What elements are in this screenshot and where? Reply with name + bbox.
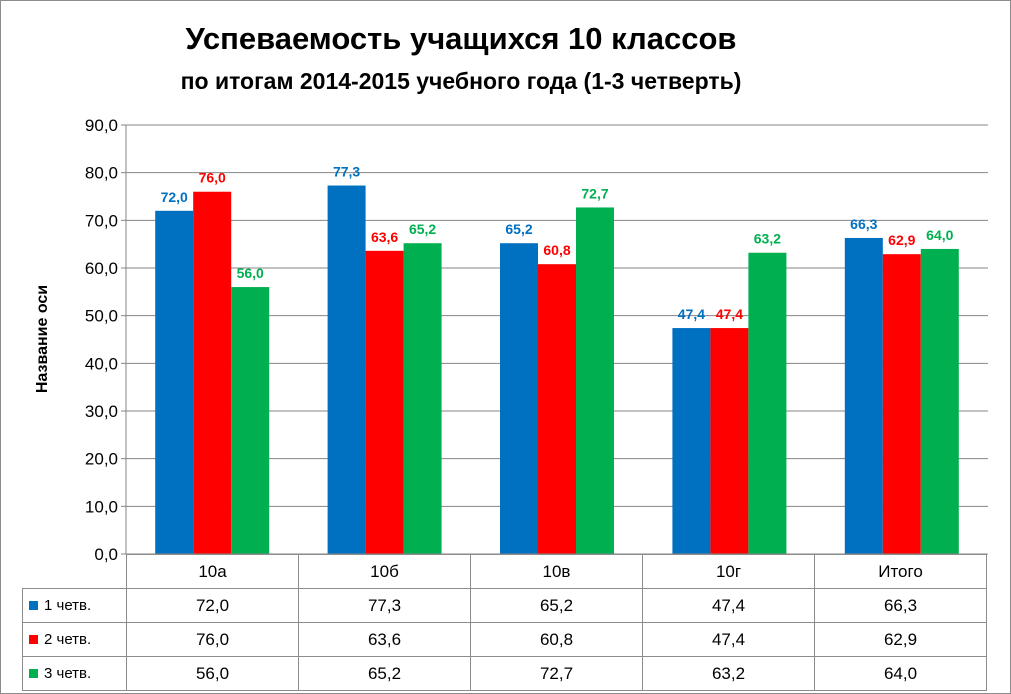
table-value: 65,2 — [298, 656, 471, 691]
table-header-row: 10а 10б 10в 10г Итого — [22, 554, 987, 589]
table-corner — [22, 554, 127, 589]
data-label: 64,0 — [926, 227, 953, 243]
table-row: 1 четв. 72,0 77,3 65,2 47,4 66,3 — [22, 588, 987, 623]
table-value: 65,2 — [470, 588, 643, 623]
bar-2 — [882, 254, 921, 554]
y-tick-label: 30,0 — [85, 402, 118, 421]
bar-2 — [193, 191, 232, 554]
y-tick-label: 90,0 — [85, 116, 118, 135]
table-value: 66,3 — [814, 588, 987, 623]
category-label: 10г — [642, 554, 815, 589]
y-tick-label: 50,0 — [85, 307, 118, 326]
data-label: 47,4 — [716, 306, 743, 322]
bar-3 — [231, 287, 270, 554]
bar-1 — [844, 237, 883, 554]
series-name: 1 четв. — [44, 597, 92, 614]
data-label: 63,6 — [371, 229, 398, 245]
bar-1 — [672, 328, 711, 554]
bar-3 — [920, 248, 959, 554]
legend-swatch — [29, 600, 38, 610]
data-label: 47,4 — [678, 306, 705, 322]
table-value: 77,3 — [298, 588, 471, 623]
data-label: 77,3 — [333, 164, 360, 180]
bar-3 — [403, 243, 442, 555]
category-label: 10б — [298, 554, 471, 589]
legend-key: 3 четв. — [22, 656, 127, 691]
legend-swatch — [29, 634, 38, 644]
table-value: 72,7 — [470, 656, 643, 691]
data-label: 63,2 — [754, 231, 781, 247]
data-table: 10а 10б 10в 10г Итого 1 четв. 72,0 77,3 65,2 47,4… — [22, 554, 987, 691]
bar-2 — [365, 250, 404, 554]
data-label: 72,7 — [581, 185, 608, 201]
table-row: 2 четв. 76,0 63,6 60,8 47,4 62,9 — [22, 622, 987, 657]
chart-title: Успеваемость учащихся 10 классов — [185, 21, 737, 56]
table-value: 76,0 — [126, 622, 299, 657]
table-row: 3 четв. 56,0 65,2 72,7 63,2 64,0 — [22, 656, 987, 691]
bar-1 — [500, 243, 538, 555]
series-name: 2 четв. — [44, 631, 92, 648]
table-value: 47,4 — [642, 622, 815, 657]
legend-key: 1 четв. — [22, 588, 127, 623]
table-value: 63,6 — [298, 622, 471, 657]
bar-1 — [155, 210, 194, 555]
data-label: 72,0 — [161, 189, 188, 205]
table-value: 62,9 — [814, 622, 987, 657]
table-value: 72,0 — [126, 588, 299, 623]
y-tick-label: 80,0 — [85, 164, 118, 183]
data-label: 60,8 — [543, 242, 570, 258]
data-label: 65,2 — [409, 221, 436, 237]
legend-swatch — [29, 668, 38, 678]
data-label: 65,2 — [505, 221, 532, 237]
y-tick-label: 20,0 — [85, 450, 118, 469]
bar-2 — [710, 328, 749, 554]
bar-3 — [576, 207, 614, 555]
y-tick-label: 40,0 — [85, 354, 118, 373]
bar-2 — [538, 264, 576, 554]
category-label: Итого — [814, 554, 987, 589]
bar-1 — [327, 185, 366, 554]
table-value: 47,4 — [642, 588, 815, 623]
data-label: 62,9 — [888, 232, 915, 248]
category-label: 10а — [126, 554, 299, 589]
table-value: 60,8 — [470, 622, 643, 657]
data-label: 56,0 — [237, 265, 264, 281]
data-label: 76,0 — [199, 170, 226, 186]
y-tick-label: 60,0 — [85, 259, 118, 278]
table-value: 64,0 — [814, 656, 987, 691]
legend-key: 2 четв. — [22, 622, 127, 657]
y-tick-label: 70,0 — [85, 211, 118, 230]
category-label: 10в — [470, 554, 643, 589]
y-tick-label: 10,0 — [85, 497, 118, 516]
table-value: 63,2 — [642, 656, 815, 691]
table-value: 56,0 — [126, 656, 299, 691]
data-label: 66,3 — [850, 216, 877, 232]
chart-subtitle: по итогам 2014-2015 учебного года (1-3 ч… — [180, 68, 742, 94]
bar-3 — [748, 252, 787, 554]
series-name: 3 четв. — [44, 665, 92, 682]
